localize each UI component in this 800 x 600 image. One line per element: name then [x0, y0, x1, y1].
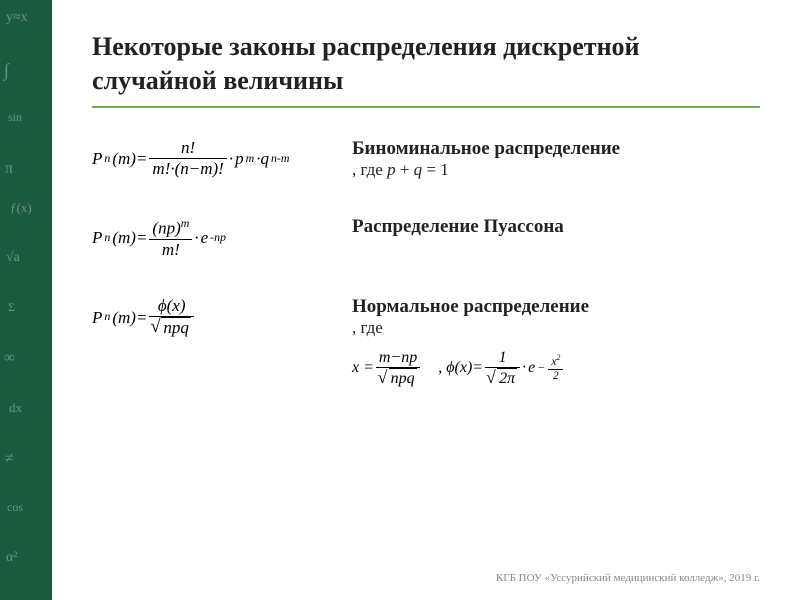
- dot: ·: [194, 229, 198, 246]
- normal-formula: Pn(m)= ϕ(x) npq: [92, 296, 352, 339]
- phi-rad: 2π: [497, 368, 517, 388]
- normal-note: , где: [352, 318, 760, 338]
- section-poisson: Pn(m)= (np)m m! · e-np Распределение Пуа…: [92, 216, 760, 260]
- page-title: Некоторые законы распределения дискретно…: [92, 30, 760, 108]
- dot: ·: [229, 150, 233, 167]
- num-base: (np): [152, 218, 180, 237]
- p-sup: m: [246, 153, 255, 165]
- lhs-sub: n: [104, 232, 110, 244]
- note-pre: , где: [352, 160, 387, 179]
- frac-num: (np)m: [149, 216, 192, 240]
- binomial-note: , где p + q = 1: [352, 160, 760, 180]
- frac-num: n!: [149, 138, 226, 159]
- e: e: [201, 229, 209, 246]
- chalkboard-sidebar: y≈x ∫ sin π ƒ(x) √a Σ ∞ dx ≠ cos α²: [0, 0, 52, 600]
- poisson-desc: Распределение Пуассона: [352, 216, 760, 238]
- normal-extra: x = m−np npq , ϕ(x)= 1 2π · e: [352, 348, 760, 388]
- poisson-fraction: (np)m m!: [149, 216, 192, 260]
- section-normal: Pn(m)= ϕ(x) npq Нормальное распределение…: [92, 296, 760, 388]
- frac-num: ϕ(x): [149, 296, 194, 317]
- phi-frac: 1 2π: [485, 348, 520, 388]
- lhs-arg: (m)=: [112, 309, 147, 326]
- lhs-P: P: [92, 229, 102, 246]
- slide-root: y≈x ∫ sin π ƒ(x) √a Σ ∞ dx ≠ cos α² Неко…: [0, 0, 800, 600]
- phi-exp: − x2 2: [537, 353, 563, 384]
- x-num: m−np: [376, 348, 420, 368]
- x-lhs: x =: [352, 359, 374, 377]
- normal-desc: Нормальное распределение , где x = m−np …: [352, 296, 760, 388]
- e-sup: -np: [210, 232, 226, 244]
- lhs-P: P: [92, 309, 102, 326]
- lhs-sub: n: [104, 153, 110, 165]
- note-eq: = 1: [422, 160, 449, 179]
- x-def: x = m−np npq: [352, 348, 420, 388]
- q: ·q: [256, 150, 269, 167]
- lhs-arg: (m)=: [112, 229, 147, 246]
- exp-num: x2: [548, 353, 563, 370]
- section-binomial: Pn(m)= n! m!·(n−m)! · pm ·qn-m Биноминал…: [92, 138, 760, 180]
- p: p: [235, 150, 244, 167]
- x-frac: m−np npq: [376, 348, 420, 388]
- exp-frac: x2 2: [548, 353, 563, 384]
- q-sup: n-m: [271, 153, 290, 165]
- x-rad: npq: [389, 368, 417, 388]
- frac-den: m!·(n−m)!: [149, 159, 226, 179]
- lhs-arg: (m)=: [112, 150, 147, 167]
- normal-fraction: ϕ(x) npq: [149, 296, 194, 339]
- note-plus: +: [396, 160, 414, 179]
- phi-def: , ϕ(x)= 1 2π · e − x2 2: [438, 348, 563, 388]
- lhs-sub: n: [104, 311, 110, 323]
- lhs-P: P: [92, 150, 102, 167]
- note-p: p: [387, 160, 396, 179]
- num-sup: m: [181, 216, 190, 230]
- binomial-fraction: n! m!·(n−m)!: [149, 138, 226, 180]
- phi-e: e: [528, 359, 535, 377]
- footer-text: КГБ ПОУ «Уссурийский медицинский колледж…: [496, 572, 760, 584]
- note-q: q: [414, 160, 423, 179]
- binomial-desc: Биноминальное распределение , где p + q …: [352, 138, 760, 180]
- binomial-title: Биноминальное распределение: [352, 138, 760, 160]
- poisson-title: Распределение Пуассона: [352, 216, 760, 238]
- phi-dot: ·: [522, 359, 526, 377]
- exp-neg: −: [537, 360, 548, 374]
- exp-den: 2: [548, 370, 563, 384]
- exp-x2: 2: [556, 353, 560, 362]
- frac-den: npq: [149, 317, 194, 338]
- content-area: Некоторые законы распределения дискретно…: [52, 0, 800, 600]
- phi-num: 1: [485, 348, 520, 368]
- rad: npq: [161, 317, 191, 338]
- binomial-formula: Pn(m)= n! m!·(n−m)! · pm ·qn-m: [92, 138, 352, 180]
- normal-title: Нормальное распределение: [352, 296, 760, 318]
- poisson-formula: Pn(m)= (np)m m! · e-np: [92, 216, 352, 260]
- phi-den: 2π: [485, 368, 520, 388]
- frac-den: m!: [149, 240, 192, 260]
- phi-lhs: , ϕ(x)=: [438, 359, 483, 377]
- x-den: npq: [376, 368, 420, 388]
